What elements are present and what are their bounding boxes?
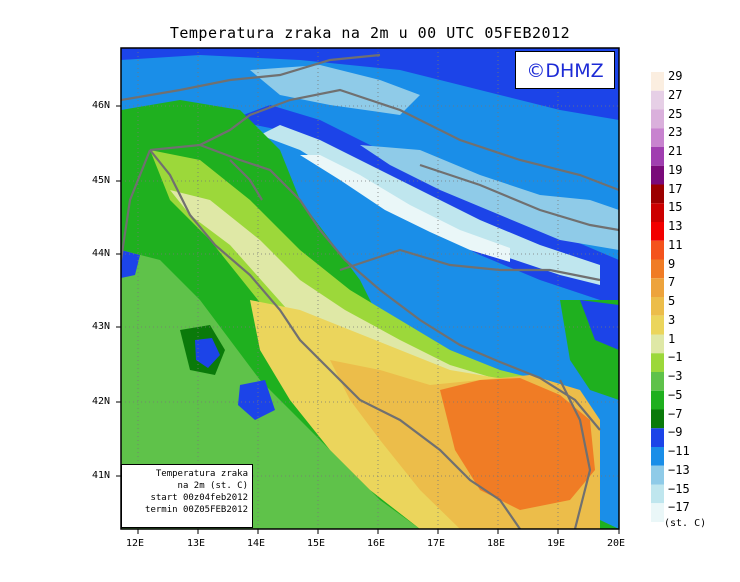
colorbar-swatch [651,447,664,466]
colorbar-label: 9 [668,256,676,271]
colorbar-label: −15 [668,481,690,496]
x-tick-label: 16E [367,538,386,549]
y-tick-label: 44N [92,248,111,259]
temperature-field [121,48,619,529]
y-tick-label: 46N [92,100,111,111]
y-tick-label: 41N [92,470,111,481]
colorbar-label: 29 [668,69,683,83]
info-box: Temperatura zraka na 2m (st. C) start 00… [121,464,253,528]
map-title: Temperatura zraka na 2m u 00 UTC 05FEB20… [169,24,571,42]
colorbar-label: −1 [668,350,683,365]
colorbar [651,72,664,522]
colorbar-swatch [651,390,664,410]
info-line: na 2m (st. C) [177,481,248,491]
colorbar-swatch [651,297,664,316]
colorbar-swatch [651,465,664,485]
colorbar-swatch [651,165,664,185]
x-tick-label: 12E [126,538,145,549]
colorbar-swatch [651,109,664,129]
x-tick-label: 17E [427,538,446,549]
x-tick-label: 13E [187,538,206,549]
colorbar-swatch [651,278,664,297]
x-tick-label: 19E [547,538,566,549]
colorbar-label: −5 [668,387,683,402]
colorbar-label: −9 [668,425,683,440]
colorbar-label: 17 [668,181,683,196]
colorbar-label: 21 [668,144,683,158]
colorbar-swatch [651,334,664,354]
colorbar-swatch [651,72,664,91]
y-tick-label: 45N [92,175,111,186]
colorbar-swatch [651,222,664,241]
colorbar-swatch [651,484,664,504]
colorbar-swatch [651,184,664,204]
colorbar-swatch [651,240,664,260]
colorbar-swatch [651,203,664,222]
x-tick-label: 18E [487,538,506,549]
x-tick-label: 15E [307,538,326,549]
colorbar-label: −11 [668,444,690,458]
colorbar-label: 3 [668,312,676,327]
coastline-borders [121,53,619,529]
colorbar-label: 27 [668,87,683,102]
colorbar-swatch [651,353,664,372]
colorbar-label: 13 [668,219,683,233]
colorbar-label: 15 [668,200,683,215]
colorbar-swatch [651,315,664,335]
colorbar-label: −13 [668,462,690,477]
colorbar-label: −17 [668,500,690,515]
colorbar-swatch [651,503,664,522]
info-line: start 00z04feb2012 [150,493,248,503]
colorbar-swatch [651,428,664,447]
colorbar-label: 5 [668,294,676,308]
colorbar-label: 25 [668,106,683,121]
colorbar-swatch [651,147,664,166]
x-tick-label: 14E [247,538,266,549]
colorbar-swatch [651,372,664,391]
info-line: termin 00Z05FEB2012 [145,505,248,515]
y-tick-label: 42N [92,396,111,407]
x-tick-label: 20E [607,538,626,549]
colorbar-units: (st. C) [664,518,707,529]
dhmz-watermark: ©DHMZ [515,51,615,89]
colorbar-swatch [651,90,664,110]
colorbar-label: 1 [668,331,676,346]
colorbar-label: −7 [668,406,683,421]
info-line: Temperatura zraka [155,469,248,479]
colorbar-label: 19 [668,162,683,177]
colorbar-label: 11 [668,237,683,252]
map-frame [120,47,620,530]
axis-ticks [116,105,620,534]
colorbar-swatch [651,259,664,279]
colorbar-swatch [651,409,664,429]
colorbar-swatch [651,128,664,147]
colorbar-label: 7 [668,275,676,290]
y-tick-label: 43N [92,321,111,332]
colorbar-label: −3 [668,369,683,383]
grid-lines [121,48,619,529]
colorbar-label: 23 [668,125,683,140]
